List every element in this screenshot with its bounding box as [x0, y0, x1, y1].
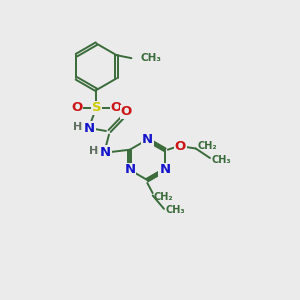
Text: CH₃: CH₃	[166, 205, 185, 215]
Text: N: N	[159, 164, 170, 176]
Text: O: O	[111, 101, 122, 114]
Text: N: N	[124, 164, 135, 176]
Text: O: O	[120, 106, 131, 118]
Text: CH₃: CH₃	[140, 53, 161, 63]
Text: S: S	[92, 101, 101, 114]
Text: H: H	[73, 122, 83, 132]
Text: H: H	[89, 146, 99, 156]
Text: N: N	[100, 146, 111, 159]
Text: N: N	[84, 122, 95, 135]
Text: CH₃: CH₃	[212, 155, 231, 165]
Text: O: O	[71, 101, 82, 114]
Text: O: O	[175, 140, 186, 153]
Text: CH₂: CH₂	[197, 141, 217, 151]
Text: CH₂: CH₂	[154, 192, 173, 202]
Text: N: N	[142, 133, 153, 146]
